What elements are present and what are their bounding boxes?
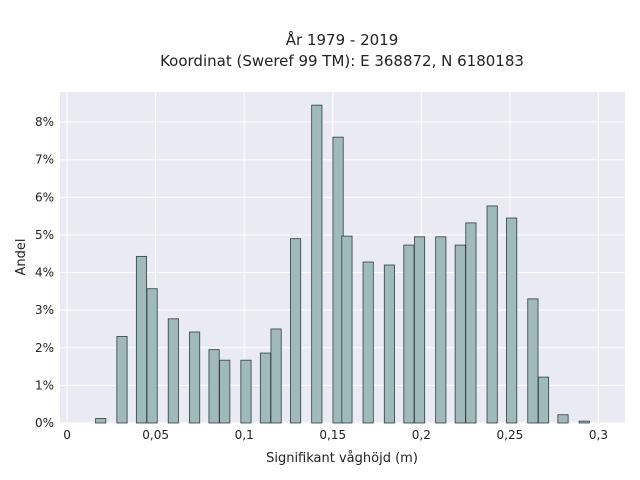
y-tick-label: 6%: [35, 190, 54, 204]
x-axis-ticks: 0 0,05 0,1 0,15 0,2 0,25 0,3: [63, 428, 608, 442]
histogram-bar: [403, 244, 415, 424]
histogram-bar: [240, 359, 252, 424]
histogram-bar: [527, 298, 539, 424]
histogram-bar: [95, 418, 107, 424]
histogram-bar: [341, 235, 353, 424]
y-tick-label: 1%: [35, 378, 54, 392]
y-tick-label: 7%: [35, 153, 54, 167]
y-tick-label: 4%: [35, 266, 54, 280]
histogram-bar: [537, 376, 550, 424]
y-tick-label: 5%: [35, 228, 54, 242]
histogram-bar: [435, 236, 447, 424]
x-tick-label: 0,25: [497, 428, 524, 442]
x-tick-label: 0: [63, 428, 71, 442]
histogram-bar: [486, 205, 498, 424]
histogram-bar: [270, 328, 282, 424]
histogram-bar: [290, 238, 302, 424]
histogram-bar: [414, 236, 426, 424]
histogram-bar: [167, 318, 179, 424]
histogram-bar: [465, 222, 477, 424]
bars-group: [95, 104, 590, 424]
histogram-bar: [578, 420, 590, 424]
histogram-bar: [383, 264, 395, 424]
x-tick-label: 0,1: [235, 428, 254, 442]
y-tick-label: 3%: [35, 303, 54, 317]
x-tick-label: 0,05: [142, 428, 169, 442]
histogram-bar: [506, 217, 518, 424]
histogram-bar: [189, 331, 201, 424]
histogram-bar: [311, 104, 323, 424]
histogram-bar: [208, 349, 220, 424]
y-tick-label: 8%: [35, 115, 54, 129]
histogram-bar: [116, 336, 128, 424]
histogram-bar: [557, 414, 569, 424]
x-tick-label: 0,15: [319, 428, 346, 442]
histogram-bar: [259, 352, 271, 424]
x-tick-label: 0,2: [412, 428, 431, 442]
y-tick-label: 2%: [35, 341, 54, 355]
histogram-bar: [454, 244, 466, 424]
y-axis-ticks: 0% 1% 2% 3% 4% 5% 6% 7% 8%: [35, 115, 54, 430]
y-axis-label: Andel: [14, 239, 29, 276]
x-tick-label: 0,3: [589, 428, 608, 442]
histogram-bar: [219, 359, 231, 424]
histogram-bar: [362, 261, 374, 424]
x-axis-label: Signifikant våghöjd (m): [266, 451, 418, 466]
histogram-bar: [146, 288, 158, 424]
histogram-bar: [135, 255, 148, 424]
chart-title: År 1979 - 2019: [286, 30, 399, 49]
y-tick-label: 0%: [35, 416, 54, 430]
chart-subtitle: Koordinat (Sweref 99 TM): E 368872, N 61…: [160, 52, 524, 70]
